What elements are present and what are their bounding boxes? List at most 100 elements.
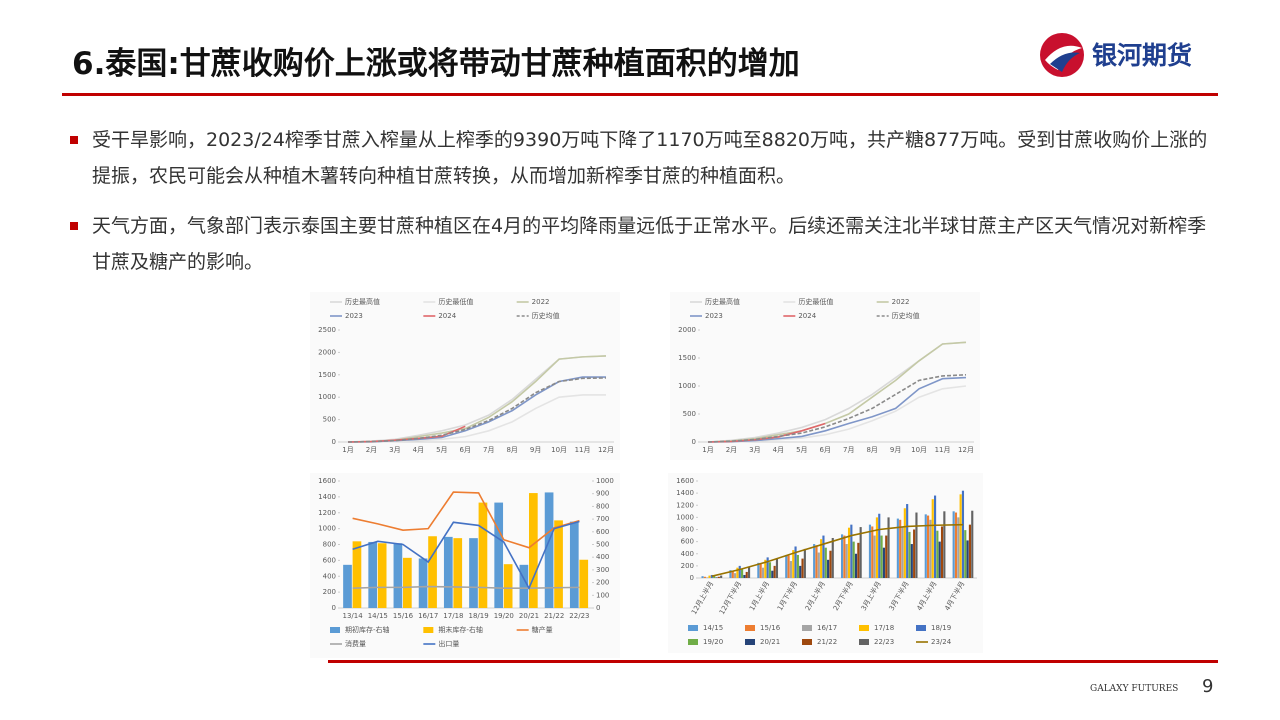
bar	[857, 542, 860, 578]
x-tick-label: 3月	[749, 446, 760, 454]
x-tick-label: 6月	[820, 446, 831, 454]
brand: GALAXY FUTURES	[1090, 684, 1179, 694]
legend-label: 18/19	[931, 624, 951, 632]
bar	[729, 570, 732, 578]
x-tick-label: 9月	[890, 446, 901, 454]
x-tick-label: 8月	[506, 446, 517, 454]
bar	[747, 567, 751, 578]
y-tick-label: 1000	[318, 393, 336, 401]
bar	[880, 535, 883, 578]
y2-tick-label: 500	[596, 541, 609, 549]
legend-label: 2024	[438, 312, 456, 320]
x-tick-label: 4月	[413, 446, 424, 454]
y-tick-label: 1000	[676, 513, 694, 521]
bar	[843, 535, 846, 578]
y-tick-label: 1000	[678, 382, 696, 390]
x-tick-label: 5月	[436, 446, 447, 454]
x-tick-label: 9月	[530, 446, 541, 454]
x-tick-label: 15/16	[393, 612, 414, 620]
legend-swatch	[745, 625, 755, 631]
bar	[936, 530, 939, 578]
bar	[701, 576, 704, 578]
legend-label: 历史最高值	[345, 297, 380, 306]
bar	[768, 562, 772, 578]
y-tick-label: 0	[332, 604, 336, 612]
bar	[743, 574, 746, 578]
legend-label: 出口量	[438, 639, 459, 648]
legend-swatch	[916, 625, 926, 631]
bar	[706, 577, 709, 578]
bar	[736, 567, 739, 578]
bar	[708, 575, 711, 578]
bar	[368, 541, 378, 608]
bar	[443, 536, 453, 608]
bar	[803, 548, 806, 578]
bar	[929, 519, 932, 578]
legend-swatch	[802, 639, 812, 645]
y-tick-label: 1600	[318, 477, 336, 485]
bar	[940, 526, 944, 578]
x-tick-label: 7月	[843, 446, 854, 454]
bar	[966, 540, 969, 578]
bar	[875, 517, 879, 578]
y-tick-label: 200	[323, 588, 336, 596]
y-tick-label: 200	[681, 562, 694, 570]
x-tick-label: 11月	[575, 446, 591, 454]
bar	[529, 493, 538, 608]
page-number: 9	[1202, 676, 1214, 697]
y-tick-label: 0	[690, 574, 694, 582]
legend-label: 14/15	[703, 624, 723, 632]
legend-label: 22/23	[874, 638, 894, 646]
logo-icon	[1040, 33, 1084, 77]
bar	[343, 564, 352, 608]
series-line	[352, 585, 580, 589]
y2-tick-label: 400	[596, 553, 609, 561]
bar	[717, 576, 720, 578]
bar	[519, 564, 529, 608]
bar	[959, 494, 962, 578]
bar	[882, 547, 885, 578]
bar	[971, 510, 974, 578]
logo-text: 银河期货	[1092, 41, 1193, 70]
bullet: 受干旱影响，2023/24榨季甘蔗入榨量从上榨季的9390万吨下降了1170万吨…	[70, 122, 1212, 194]
series-line	[707, 374, 967, 443]
y-tick-label: 1400	[318, 493, 336, 501]
x-tick-label: 17/18	[443, 612, 463, 620]
x-tick-label: 20/21	[519, 612, 539, 620]
legend-swatch	[330, 627, 340, 633]
y-tick-label: 1400	[676, 489, 694, 497]
legend-label: 期末库存-右轴	[438, 625, 483, 634]
legend-swatch	[745, 639, 755, 645]
bar	[764, 559, 767, 578]
bar	[428, 536, 437, 608]
bar	[478, 502, 488, 608]
y-tick-label: 2000	[678, 326, 696, 334]
bar	[801, 558, 804, 578]
bullet: 天气方面，气象部门表示泰国主要甘蔗种植区在4月的平均降雨量远低于正常水平。后续还…	[70, 208, 1212, 280]
y-tick-label: 2500	[318, 326, 336, 334]
x-tick-label: 4月	[773, 446, 784, 454]
bar	[827, 559, 830, 578]
y2-tick-label: 200	[596, 579, 609, 587]
y-tick-label: 500	[683, 410, 696, 418]
bar	[964, 530, 967, 578]
bar	[710, 574, 713, 578]
y-tick-label: 1500	[678, 354, 696, 362]
bar	[931, 499, 934, 578]
x-tick-label: 10月	[911, 446, 927, 454]
bar	[873, 535, 876, 578]
legend-label: 2023	[705, 312, 723, 320]
legend-label: 2022	[532, 298, 550, 306]
y-tick-label: 2000	[318, 348, 336, 356]
legend-label: 19/20	[703, 638, 723, 646]
bar	[741, 569, 744, 578]
x-tick-label: 21/22	[544, 612, 564, 620]
legend-swatch	[802, 625, 812, 631]
x-tick-label: 8月	[866, 446, 877, 454]
bar	[824, 547, 827, 578]
bar	[968, 524, 972, 578]
y2-tick-label: 0	[596, 604, 600, 612]
chart-bg	[310, 292, 620, 460]
bar	[822, 535, 825, 578]
